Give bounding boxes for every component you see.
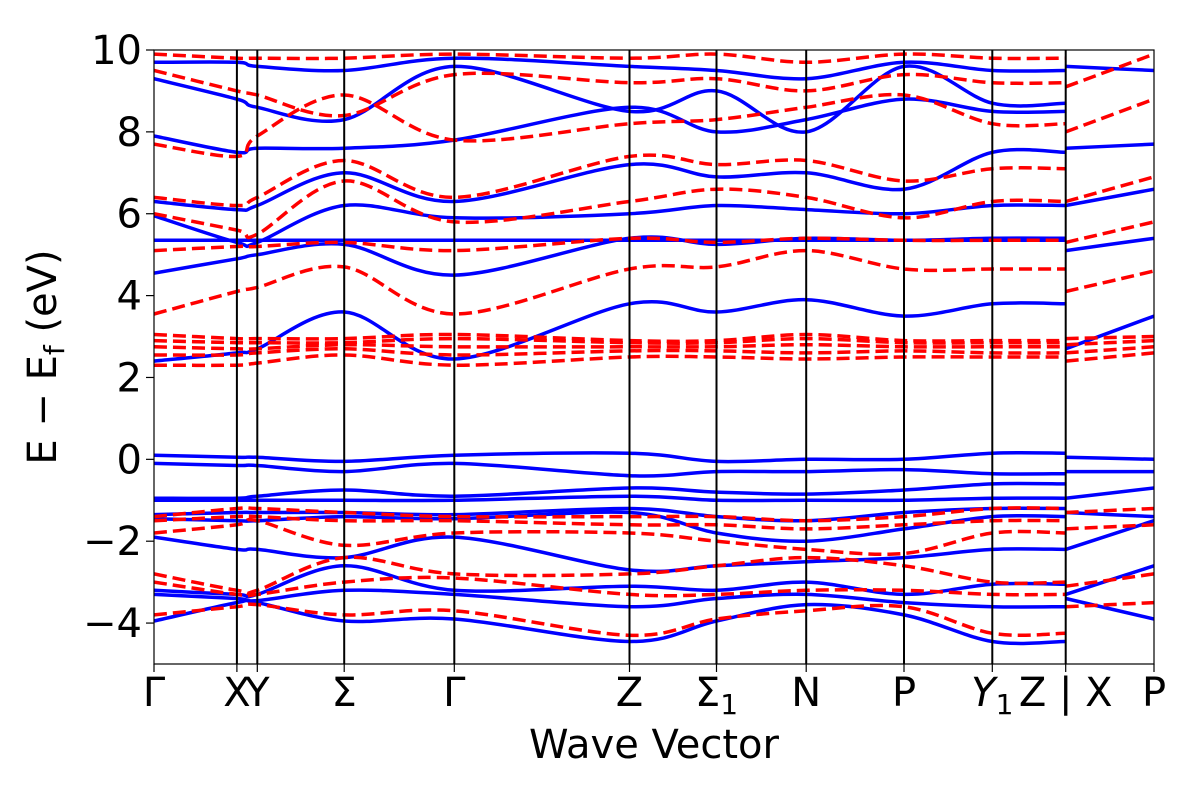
blue-solid-band-25 bbox=[1065, 314, 1154, 351]
bands-layer bbox=[154, 52, 1154, 646]
blue-solid-band-20 bbox=[1065, 519, 1154, 552]
red-dashed-band-11 bbox=[154, 248, 1066, 316]
x-tick-label: Σ bbox=[332, 670, 357, 716]
y-tick-label: 6 bbox=[117, 192, 142, 238]
x-tick-label: Z bbox=[616, 670, 643, 716]
y-tick-label: −2 bbox=[83, 519, 142, 565]
blue-solid-band-7 bbox=[154, 481, 1066, 501]
red-dashed-band-25 bbox=[1065, 334, 1154, 341]
blue-solid-band-6 bbox=[154, 494, 1066, 503]
y-tick-label: 10 bbox=[91, 28, 142, 74]
blue-solid-band-24 bbox=[1065, 455, 1154, 462]
red-dashed-band-15 bbox=[154, 92, 1066, 159]
red-dashed-band-9 bbox=[154, 336, 1066, 345]
red-dashed-band-14 bbox=[154, 153, 1066, 208]
y-tick-label: 8 bbox=[117, 110, 142, 156]
red-dashed-band-4 bbox=[154, 514, 1066, 531]
blue-solid-band-18 bbox=[1065, 596, 1154, 621]
red-dashed-band-6 bbox=[154, 353, 1066, 368]
red-dashed-band-7 bbox=[154, 347, 1066, 357]
x-tick-label: Y bbox=[244, 670, 270, 716]
blue-solid-band-13 bbox=[154, 203, 1066, 249]
red-dashed-band-29 bbox=[1065, 97, 1154, 134]
red-dashed-band-30 bbox=[1065, 52, 1154, 89]
y-tick-label: 4 bbox=[117, 274, 142, 320]
red-dashed-band-24 bbox=[1065, 338, 1154, 347]
blue-solid-band-27 bbox=[1065, 187, 1154, 208]
blue-solid-band-14 bbox=[154, 147, 1066, 212]
x-axis-ticks: Γ XY Σ Γ Z Σ1 N P Y1 Z | X P bbox=[143, 664, 1166, 721]
red-dashed-band-2 bbox=[154, 555, 1066, 596]
blue-solid-band-21 bbox=[1065, 510, 1154, 519]
red-dashed-band-17 bbox=[154, 52, 1066, 65]
blue-solid-band-8 bbox=[154, 461, 1066, 478]
y-tick-label: 0 bbox=[117, 437, 142, 483]
y-axis-label: E − Ef (eV) bbox=[20, 249, 71, 464]
x-axis-label: Wave Vector bbox=[529, 722, 780, 768]
red-dashed-band-21 bbox=[1065, 506, 1154, 515]
blue-solid-band-3 bbox=[154, 535, 1066, 574]
red-dashed-band-23 bbox=[1065, 345, 1154, 355]
blue-solid-band-1 bbox=[154, 588, 1066, 609]
blue-solid-band-22 bbox=[1065, 486, 1154, 500]
x-tick-label: Z | X bbox=[1019, 670, 1113, 716]
kpoint-lines bbox=[235, 50, 1067, 664]
x-tick-label: Y1 bbox=[971, 670, 1013, 721]
blue-solid-band-28 bbox=[1065, 142, 1154, 150]
blue-solid-band-17 bbox=[154, 56, 1066, 81]
red-dashed-band-27 bbox=[1065, 220, 1154, 245]
red-dashed-band-12 bbox=[154, 236, 1066, 253]
x-tick-label: P bbox=[1142, 670, 1166, 716]
y-tick-label: −4 bbox=[83, 601, 142, 647]
x-tick-label: P bbox=[892, 670, 916, 716]
blue-solid-band-9 bbox=[154, 451, 1066, 464]
red-dashed-band-18 bbox=[1065, 600, 1154, 609]
red-dashed-band-3 bbox=[154, 517, 1066, 557]
y-tick-label: 2 bbox=[117, 355, 142, 401]
plot-frame bbox=[153, 49, 1155, 665]
blue-solid-band-5 bbox=[154, 506, 1066, 523]
x-tick-label: X bbox=[223, 670, 250, 716]
x-tick-label: Γ bbox=[143, 670, 166, 716]
x-tick-label: N bbox=[791, 670, 821, 716]
red-dashed-band-5 bbox=[154, 505, 1066, 523]
y-axis-ticks: −4 −2 0 2 4 6 8 10 bbox=[83, 28, 154, 647]
red-dashed-band-0 bbox=[154, 602, 1066, 638]
blue-solid-band-26 bbox=[1065, 236, 1154, 253]
red-dashed-band-22 bbox=[1065, 351, 1154, 363]
red-dashed-band-28 bbox=[1065, 175, 1154, 204]
red-dashed-band-20 bbox=[1065, 523, 1154, 531]
blue-solid-band-29 bbox=[1065, 64, 1154, 73]
red-dashed-band-10 bbox=[154, 332, 1066, 344]
x-tick-label: Σ1 bbox=[695, 670, 738, 721]
red-dashed-band-26 bbox=[1065, 269, 1154, 294]
x-tick-label: Γ bbox=[443, 670, 466, 716]
red-dashed-band-8 bbox=[154, 342, 1066, 351]
red-dashed-band-19 bbox=[1065, 572, 1154, 588]
red-dashed-band-1 bbox=[154, 575, 1066, 598]
red-dashed-band-16 bbox=[154, 68, 1066, 118]
